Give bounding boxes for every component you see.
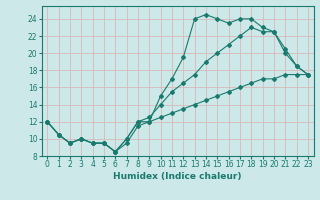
- X-axis label: Humidex (Indice chaleur): Humidex (Indice chaleur): [113, 172, 242, 181]
